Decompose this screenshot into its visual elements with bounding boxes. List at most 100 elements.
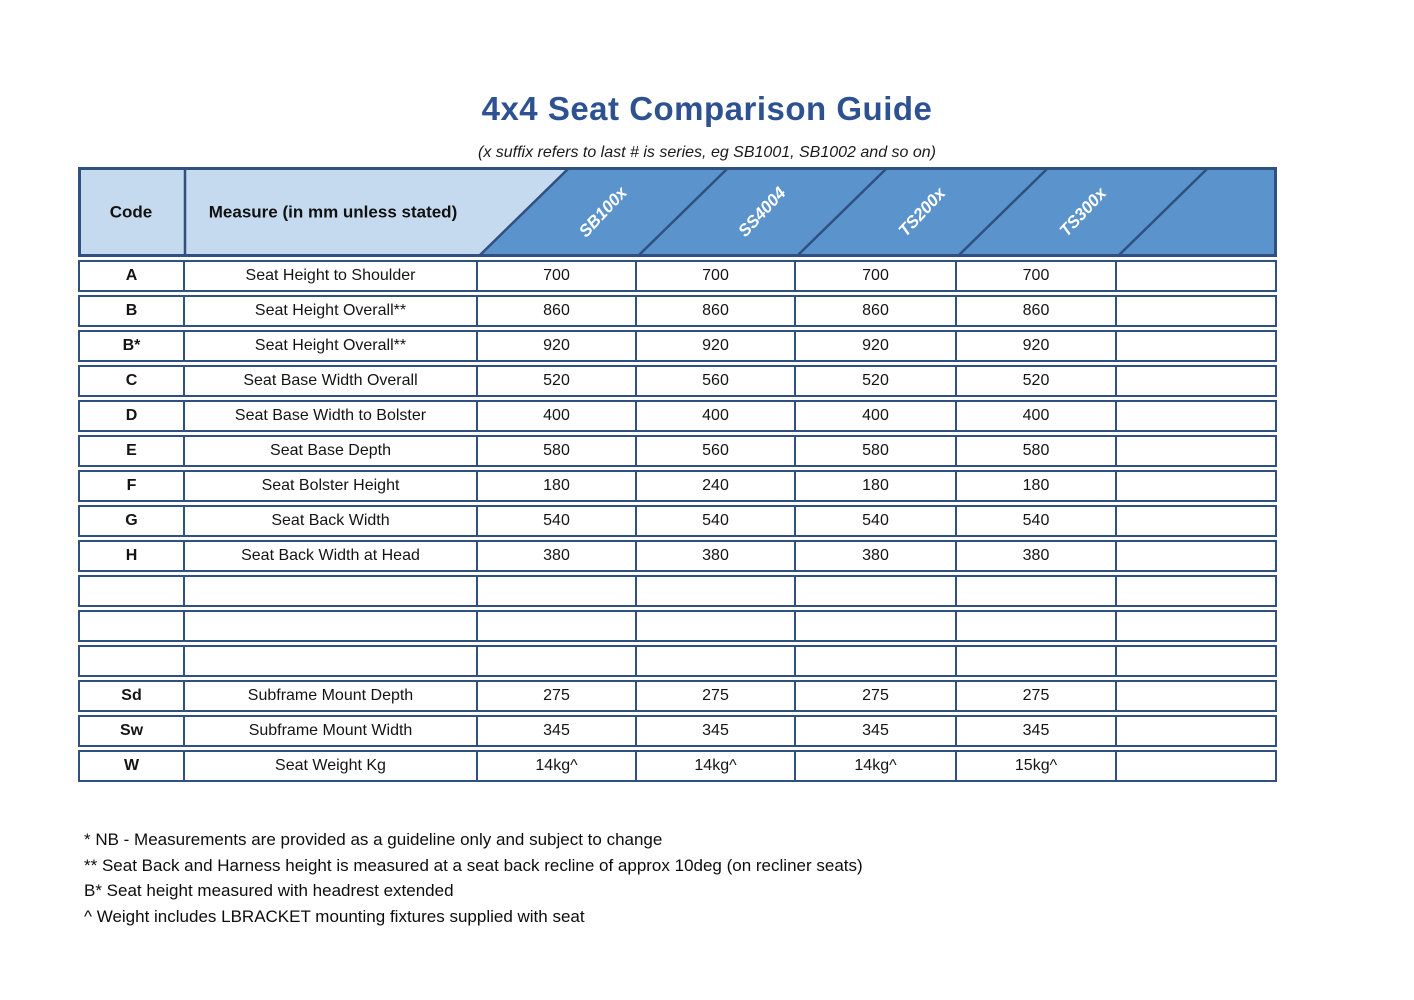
row-value-cell [1117,610,1277,642]
row-measure-cell: Seat Weight Kg [185,750,478,782]
row-value-cell: 520 [796,365,957,397]
row-value-cell [1117,260,1277,292]
row-measure-cell: Seat Height Overall** [185,295,478,327]
code-column-header: Code [110,203,153,222]
table-row: A Seat Height to Shoulder 700 700 700 70… [78,260,1277,292]
row-value-cell [1117,295,1277,327]
row-code-cell: H [78,540,185,572]
header-frame [78,167,1277,257]
table-row: F Seat Bolster Height 180 240 180 180 [78,470,1277,502]
page-subtitle: (x suffix refers to last # is series, eg… [477,144,936,161]
row-value-cell [478,645,637,677]
row-value-cell: 860 [478,295,637,327]
measurement-table: A Seat Height to Shoulder 700 700 700 70… [78,257,1277,785]
row-value-cell: 14kg^ [637,750,796,782]
row-code-cell: C [78,365,185,397]
row-code-cell [78,575,185,607]
measure-column-header: Measure (in mm unless stated) [209,203,457,222]
table-row [78,645,1277,677]
row-value-cell: 540 [957,505,1117,537]
row-value-cell: 560 [637,435,796,467]
row-value-cell: 860 [957,295,1117,327]
row-value-cell: 14kg^ [478,750,637,782]
row-code-cell: W [78,750,185,782]
row-value-cell: 700 [796,260,957,292]
diagonal-divider [956,167,1050,257]
row-code-cell: B [78,295,185,327]
row-value-cell: 275 [957,680,1117,712]
row-value-cell: 860 [637,295,796,327]
row-value-cell: 380 [957,540,1117,572]
table-row: Sd Subframe Mount Depth 275 275 275 275 [78,680,1277,712]
row-value-cell: 380 [478,540,637,572]
row-value-cell [1117,575,1277,607]
row-value-cell: 345 [796,715,957,747]
row-value-cell: 380 [637,540,796,572]
row-value-cell: 345 [478,715,637,747]
row-code-cell: B* [78,330,185,362]
row-value-cell [1117,365,1277,397]
diagonal-divider [1116,167,1210,257]
row-value-cell [796,645,957,677]
row-value-cell [478,575,637,607]
row-code-cell: Sd [78,680,185,712]
table-row [78,610,1277,642]
row-code-cell: Sw [78,715,185,747]
row-value-cell [1117,540,1277,572]
row-value-cell [957,610,1117,642]
row-value-cell [796,610,957,642]
row-value-cell: 400 [478,400,637,432]
diagonal-divider [477,167,571,257]
row-measure-cell: Seat Height to Shoulder [185,260,478,292]
row-value-cell [1117,400,1277,432]
diagonal-divider [795,167,889,257]
header-light-region [78,167,570,257]
row-code-cell: G [78,505,185,537]
row-value-cell [1117,750,1277,782]
row-value-cell: 400 [637,400,796,432]
row-value-cell: 400 [957,400,1117,432]
row-value-cell [957,645,1117,677]
table-row: B Seat Height Overall** 860 860 860 860 [78,295,1277,327]
row-measure-cell [185,645,478,677]
row-measure-cell: Seat Back Width at Head [185,540,478,572]
table-row: B* Seat Height Overall** 920 920 920 920 [78,330,1277,362]
row-value-cell: 240 [637,470,796,502]
row-value-cell: 540 [796,505,957,537]
page-title: 4x4 Seat Comparison Guide [481,90,933,127]
row-value-cell: 345 [957,715,1117,747]
table-row: G Seat Back Width 540 540 540 540 [78,505,1277,537]
footnote-line: * NB - Measurements are provided as a gu… [84,830,663,849]
row-code-cell: A [78,260,185,292]
row-value-cell: 580 [796,435,957,467]
table-body: A Seat Height to Shoulder 700 700 700 70… [78,260,1277,782]
row-value-cell [478,610,637,642]
row-value-cell: 580 [957,435,1117,467]
row-value-cell [1117,435,1277,467]
table-header: Code Measure (in mm unless stated) SB100… [78,167,1277,257]
row-value-cell: 520 [957,365,1117,397]
row-measure-cell: Seat Base Width Overall [185,365,478,397]
row-value-cell: 520 [478,365,637,397]
row-value-cell: 180 [478,470,637,502]
row-value-cell [1117,470,1277,502]
row-measure-cell: Subframe Mount Width [185,715,478,747]
row-measure-cell [185,575,478,607]
row-value-cell: 180 [796,470,957,502]
row-measure-cell [185,610,478,642]
row-code-cell: E [78,435,185,467]
row-value-cell: 180 [957,470,1117,502]
row-value-cell [637,610,796,642]
footnotes: * NB - Measurements are provided as a gu… [84,827,863,929]
table-row: D Seat Base Width to Bolster 400 400 400… [78,400,1277,432]
row-value-cell: 275 [637,680,796,712]
row-value-cell [637,575,796,607]
footnote-line: ** Seat Back and Harness height is measu… [84,855,863,875]
diagonal-divider [636,167,730,257]
row-value-cell: 920 [957,330,1117,362]
row-measure-cell: Seat Base Depth [185,435,478,467]
row-value-cell: 275 [796,680,957,712]
row-value-cell: 580 [478,435,637,467]
row-value-cell: 860 [796,295,957,327]
